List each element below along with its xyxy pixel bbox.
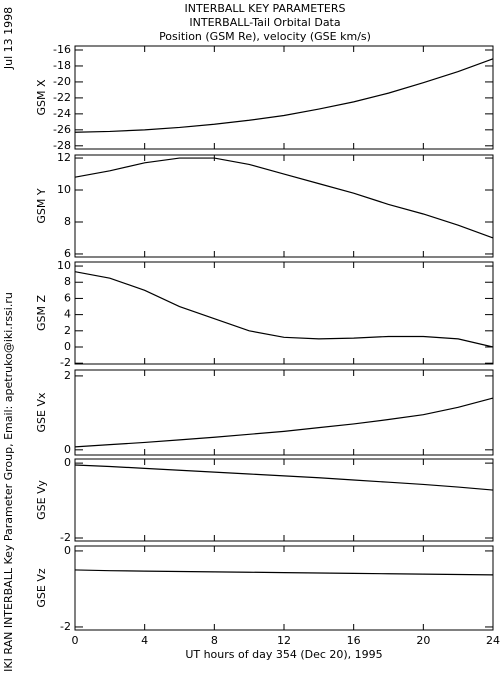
x-tick-label: 0 xyxy=(72,634,79,647)
y-tick-label: 6 xyxy=(64,247,71,260)
y-tick-label: 0 xyxy=(64,456,71,469)
y-tick-label: -18 xyxy=(53,59,71,72)
y-tick-label: -20 xyxy=(53,75,71,88)
x-tick-label: 20 xyxy=(416,634,430,647)
y-tick-label: 4 xyxy=(64,308,71,321)
y-axis-label: GSE Vz xyxy=(35,568,48,607)
y-tick-label: -26 xyxy=(53,123,71,136)
panel-frame xyxy=(74,45,494,150)
y-tick-label: 10 xyxy=(57,183,71,196)
panel-frame xyxy=(74,545,494,631)
chart-title: INTERBALL KEY PARAMETERS xyxy=(185,2,346,15)
y-tick-label: -2 xyxy=(60,356,71,369)
y-tick-label: 10 xyxy=(57,259,71,272)
y-tick-label: 6 xyxy=(64,291,71,304)
panel-frame xyxy=(74,261,494,365)
data-line xyxy=(74,397,494,448)
y-tick-label: -22 xyxy=(53,91,71,104)
y-tick-label: 0 xyxy=(64,443,71,456)
credit: IKI RAN INTERBALL Key Parameter Group, E… xyxy=(2,292,15,672)
y-tick-label: 0 xyxy=(64,544,71,557)
panel-frame xyxy=(74,458,494,542)
x-tick-label: 4 xyxy=(141,634,148,647)
y-tick-label: 0 xyxy=(64,340,71,353)
date: Jul 13 1998 xyxy=(2,7,15,70)
x-tick-label: 12 xyxy=(277,634,291,647)
y-axis-label: GSE Vx xyxy=(35,392,48,432)
panel-frame xyxy=(74,154,494,258)
y-tick-label: 12 xyxy=(57,151,71,164)
data-line xyxy=(74,58,494,133)
y-tick-label: -16 xyxy=(53,43,71,56)
y-tick-label: 8 xyxy=(64,215,71,228)
x-axis-label: UT hours of day 354 (Dec 20), 1995 xyxy=(185,648,382,661)
data-line xyxy=(74,569,494,576)
data-line xyxy=(74,157,494,239)
chart-description: Position (GSM Re), velocity (GSE km/s) xyxy=(159,30,371,43)
y-axis-label: GSM Y xyxy=(35,188,48,223)
y-tick-label: -24 xyxy=(53,107,71,120)
x-tick-label: 8 xyxy=(211,634,218,647)
y-axis-label: GSM X xyxy=(35,79,48,115)
panel-frame xyxy=(74,369,494,456)
y-tick-label: -2 xyxy=(60,531,71,544)
y-tick-label: 8 xyxy=(64,275,71,288)
data-line xyxy=(74,464,494,491)
y-axis-label: GSE Vy xyxy=(35,480,48,520)
x-tick-label: 24 xyxy=(486,634,500,647)
y-tick-label: -2 xyxy=(60,620,71,633)
data-line xyxy=(74,271,494,348)
chart-subtitle: INTERBALL-Tail Orbital Data xyxy=(189,16,340,29)
y-axis-label: GSM Z xyxy=(35,295,48,331)
y-tick-label: 2 xyxy=(64,369,71,382)
x-tick-label: 16 xyxy=(347,634,361,647)
y-tick-label: 2 xyxy=(64,324,71,337)
y-tick-label: -28 xyxy=(53,139,71,152)
